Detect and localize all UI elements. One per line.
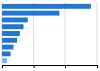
grid: [2, 2, 97, 65]
tick: [34, 65, 35, 68]
tick-mark: [65, 65, 66, 68]
bar: [2, 58, 7, 63]
chart: [0, 0, 100, 71]
bar: [2, 45, 13, 50]
x-axis: [3, 65, 98, 68]
grid-line: [97, 2, 98, 65]
tick: [65, 65, 66, 68]
tick-mark: [97, 65, 98, 68]
bar: [2, 17, 28, 22]
plot: [2, 2, 98, 68]
tick-mark: [34, 65, 35, 68]
bar: [2, 4, 91, 9]
tick: [2, 65, 3, 68]
grid-line: [65, 2, 66, 65]
bar: [2, 11, 59, 16]
axis-line: [3, 66, 98, 69]
bar: [2, 24, 24, 29]
bar: [2, 38, 17, 43]
bars: [2, 4, 91, 63]
bar: [2, 51, 11, 56]
tick-mark: [2, 65, 3, 68]
bar: [2, 31, 20, 36]
tick: [97, 65, 98, 68]
